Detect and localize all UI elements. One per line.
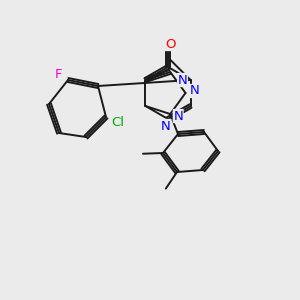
Text: F: F xyxy=(54,68,62,82)
Text: N: N xyxy=(178,74,188,86)
Text: O: O xyxy=(165,38,175,50)
Text: Cl: Cl xyxy=(112,116,124,128)
Text: N: N xyxy=(161,119,171,133)
Text: N: N xyxy=(173,110,183,122)
Text: N: N xyxy=(190,85,200,98)
